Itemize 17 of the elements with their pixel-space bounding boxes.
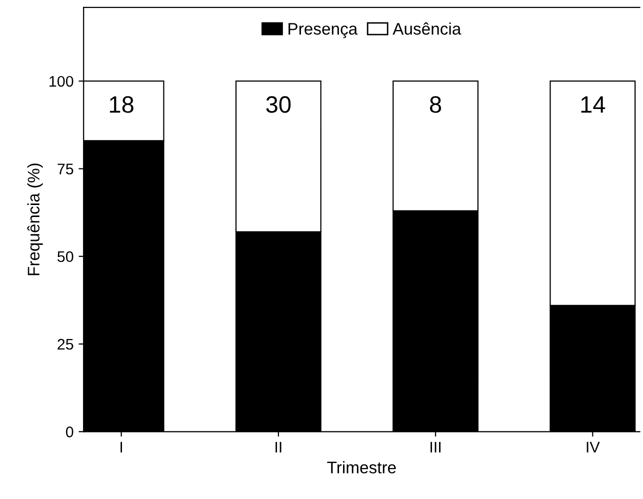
y-tick-label: 25 xyxy=(58,338,74,350)
annotation: 30 xyxy=(266,96,291,113)
annotation: 14 xyxy=(581,96,606,113)
legend-label: Ausência xyxy=(392,22,462,35)
y-tick-label: 0 xyxy=(66,426,74,438)
x-tick-label: IV xyxy=(586,442,600,452)
y-tick-label: 75 xyxy=(58,164,74,174)
annotation: 8 xyxy=(430,96,442,113)
x-tick-label: I xyxy=(120,442,122,452)
annotation: 18 xyxy=(110,96,134,113)
y-axis-title: Frequência (%) xyxy=(27,164,43,276)
x-tick-label: III xyxy=(430,442,440,452)
y-tick-label: 100 xyxy=(50,76,74,87)
x-tick-label: II xyxy=(276,442,282,452)
x-axis-title: Trimestre xyxy=(327,461,396,474)
y-tick-label: 50 xyxy=(57,251,74,262)
legend-label: Presença xyxy=(288,23,358,38)
